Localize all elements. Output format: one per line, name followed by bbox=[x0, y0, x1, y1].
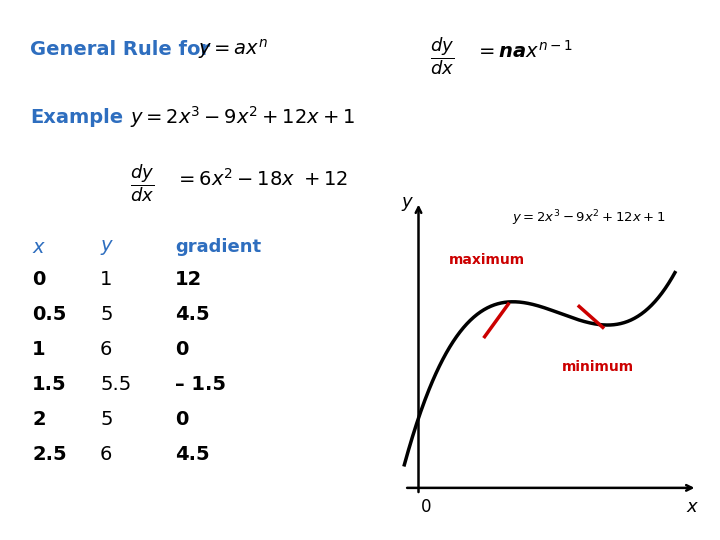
Text: $y$: $y$ bbox=[100, 238, 114, 257]
Text: $y = 2x^3 - 9x^2 + 12x + 1$: $y = 2x^3 - 9x^2 + 12x + 1$ bbox=[512, 209, 665, 228]
Text: 6: 6 bbox=[100, 340, 112, 359]
Text: 2.5: 2.5 bbox=[32, 445, 67, 464]
Text: 1.5: 1.5 bbox=[32, 375, 67, 394]
Text: 0.5: 0.5 bbox=[32, 305, 66, 324]
Text: 1: 1 bbox=[32, 340, 45, 359]
Text: $y = 2x^3 - 9x^2 + 12x + 1$: $y = 2x^3 - 9x^2 + 12x + 1$ bbox=[130, 104, 355, 130]
Text: $y = ax^n$: $y = ax^n$ bbox=[198, 37, 268, 61]
Text: 0: 0 bbox=[32, 270, 45, 289]
Text: $= 6x^2 - 18x\ + 12$: $= 6x^2 - 18x\ + 12$ bbox=[175, 168, 348, 190]
Text: 0: 0 bbox=[175, 410, 189, 429]
Text: 0: 0 bbox=[175, 340, 189, 359]
Text: $\dfrac{dy}{dx}$: $\dfrac{dy}{dx}$ bbox=[430, 35, 454, 77]
Text: Example: Example bbox=[30, 108, 123, 127]
Text: 6: 6 bbox=[100, 445, 112, 464]
Text: $= \boldsymbol{nax^{n-1}}$: $= \boldsymbol{nax^{n-1}}$ bbox=[475, 40, 573, 62]
Text: $\dfrac{dy}{dx}$: $\dfrac{dy}{dx}$ bbox=[130, 162, 154, 204]
Text: General Rule for: General Rule for bbox=[30, 40, 210, 59]
Text: – 1.5: – 1.5 bbox=[175, 375, 226, 394]
Text: 0: 0 bbox=[420, 498, 431, 516]
Text: 4.5: 4.5 bbox=[175, 445, 210, 464]
Text: 2: 2 bbox=[32, 410, 45, 429]
Text: 5: 5 bbox=[100, 305, 112, 324]
Text: 4.5: 4.5 bbox=[175, 305, 210, 324]
Text: 5.5: 5.5 bbox=[100, 375, 131, 394]
Text: $x$: $x$ bbox=[32, 238, 46, 257]
Text: 5: 5 bbox=[100, 410, 112, 429]
Text: maximum: maximum bbox=[449, 253, 525, 267]
Text: $y$: $y$ bbox=[400, 195, 414, 213]
Text: $x$: $x$ bbox=[686, 498, 699, 516]
Text: 12: 12 bbox=[175, 270, 202, 289]
Text: gradient: gradient bbox=[175, 238, 261, 256]
Text: 1: 1 bbox=[100, 270, 112, 289]
Text: minimum: minimum bbox=[562, 360, 634, 374]
